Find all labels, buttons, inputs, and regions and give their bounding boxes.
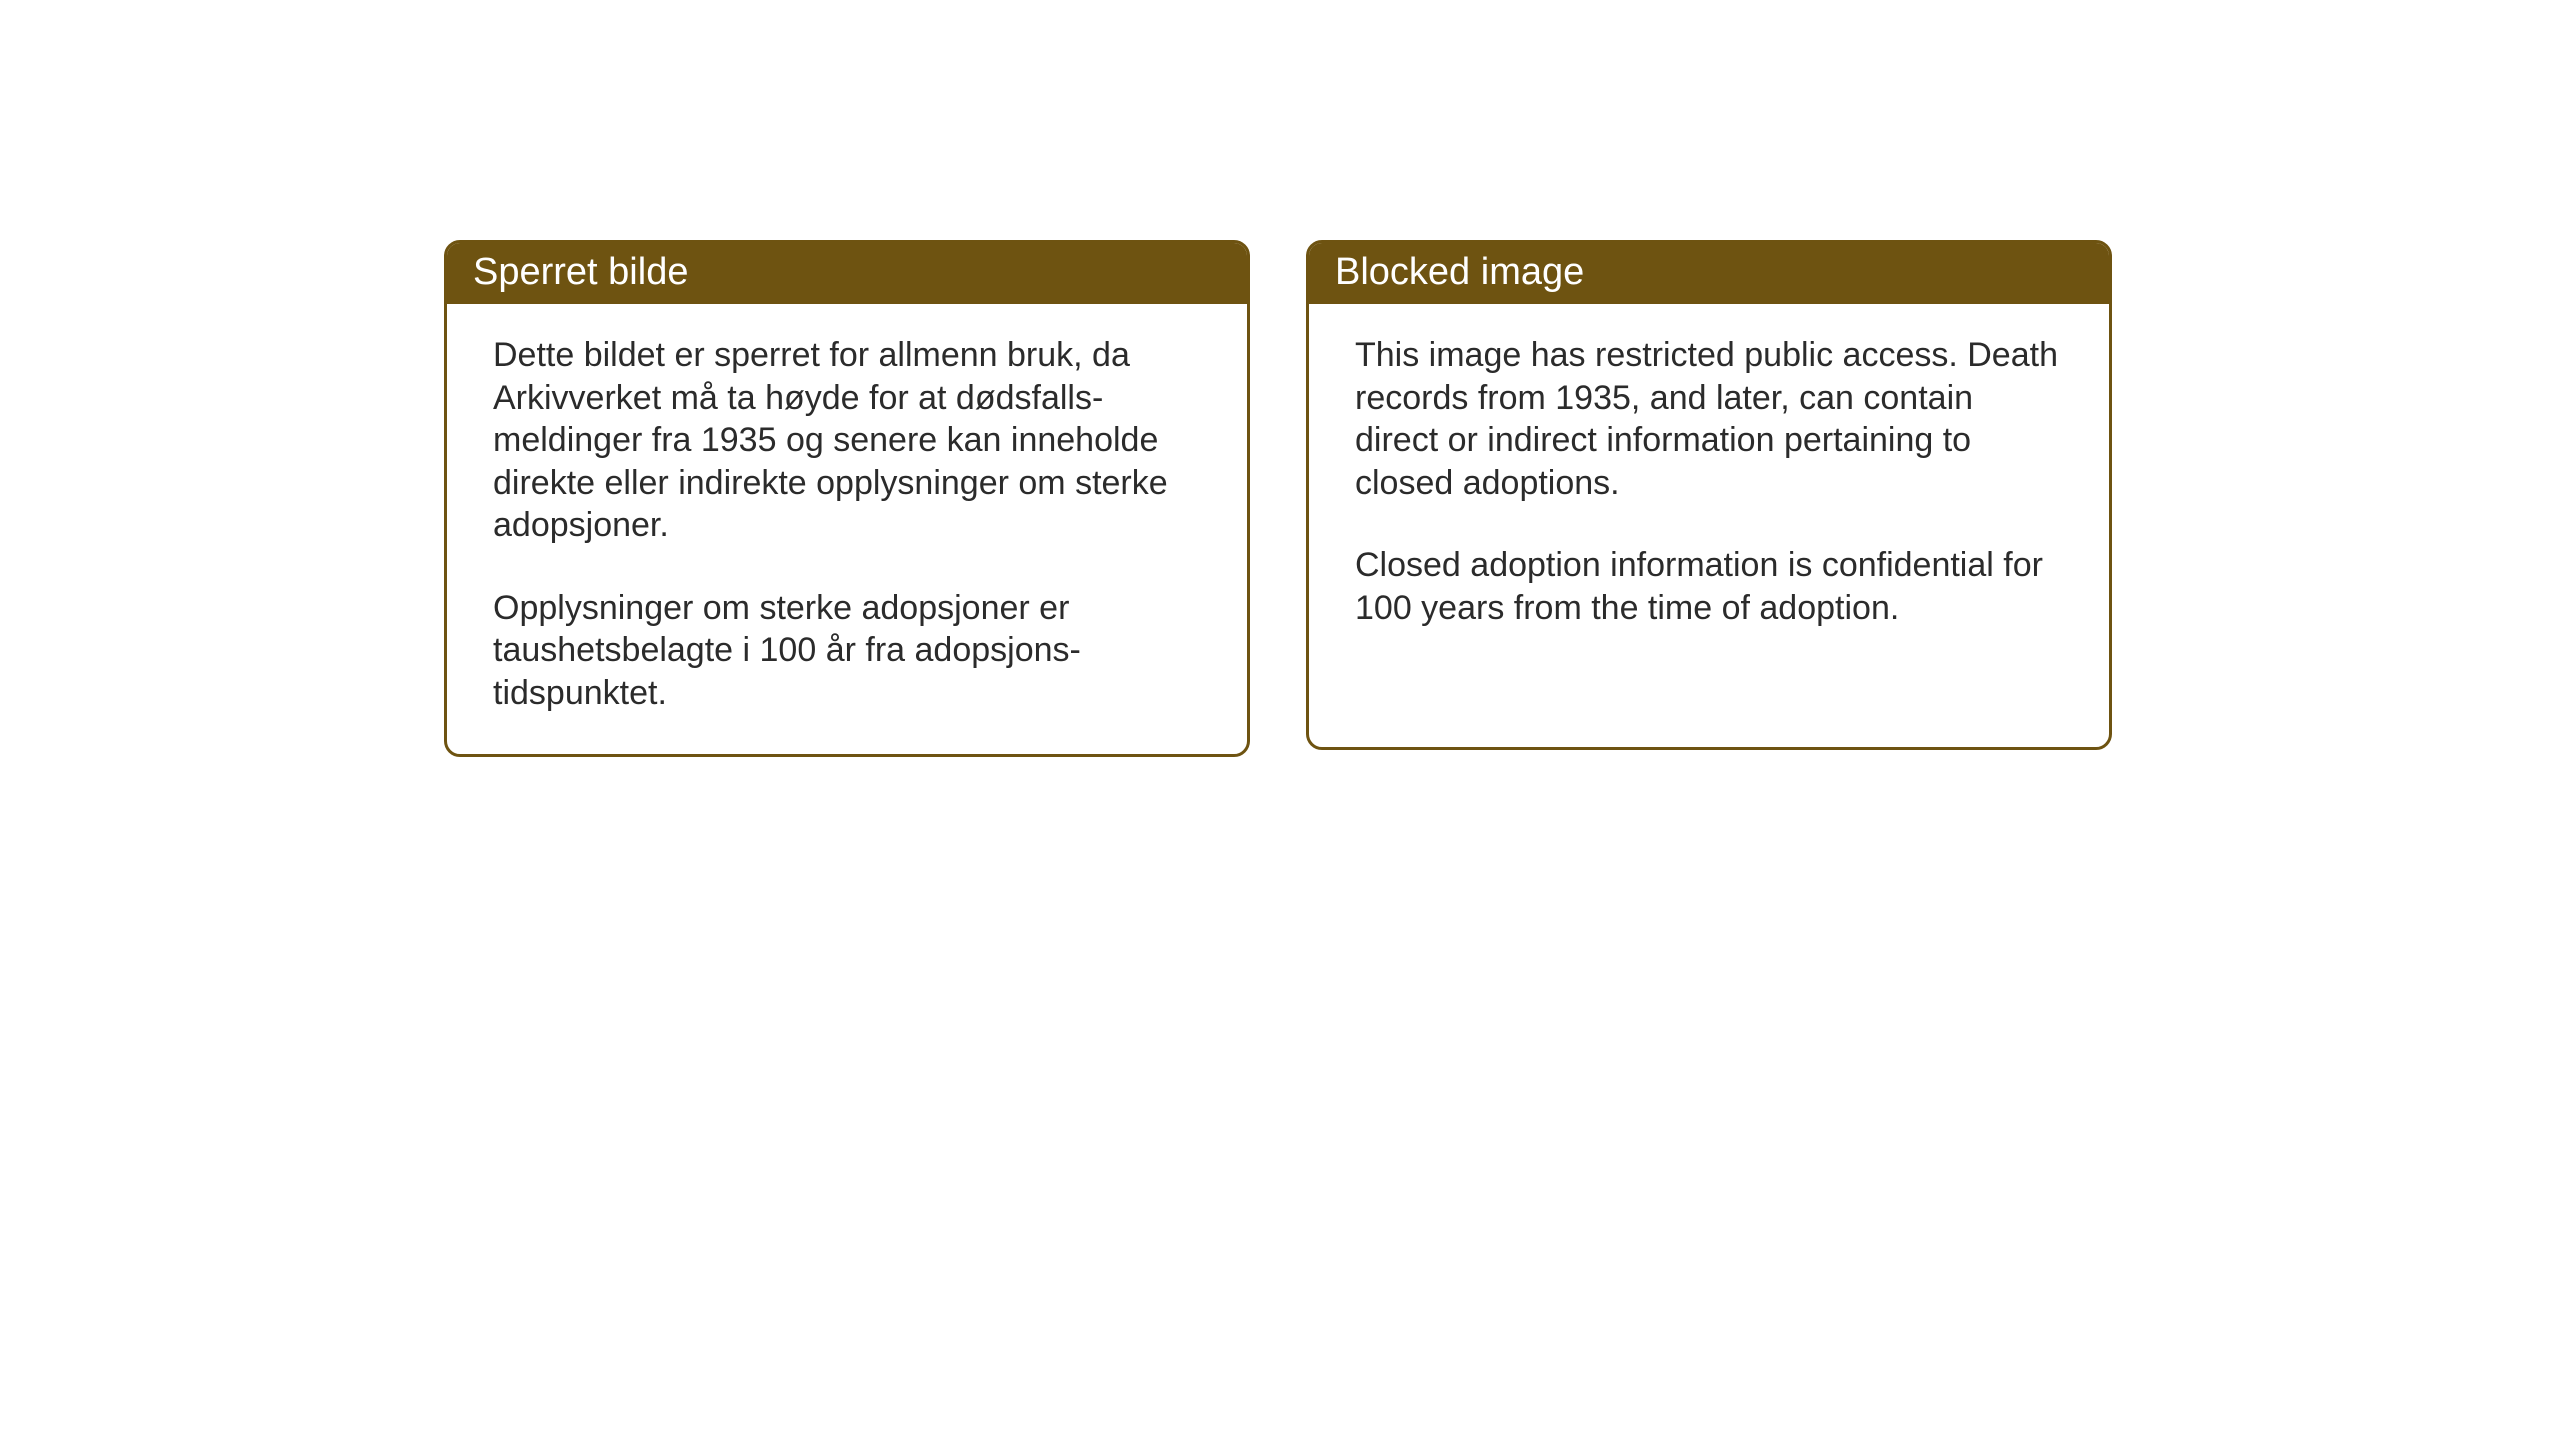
- notice-body-english: This image has restricted public access.…: [1309, 304, 2109, 669]
- notice-paragraph: This image has restricted public access.…: [1355, 334, 2063, 504]
- notice-header-english: Blocked image: [1309, 243, 2109, 304]
- notice-card-english: Blocked image This image has restricted …: [1306, 240, 2112, 750]
- notice-header-norwegian: Sperret bilde: [447, 243, 1247, 304]
- notice-paragraph: Closed adoption information is confident…: [1355, 544, 2063, 629]
- notice-container: Sperret bilde Dette bildet er sperret fo…: [444, 240, 2112, 757]
- notice-paragraph: Dette bildet er sperret for allmenn bruk…: [493, 334, 1201, 547]
- notice-body-norwegian: Dette bildet er sperret for allmenn bruk…: [447, 304, 1247, 754]
- notice-card-norwegian: Sperret bilde Dette bildet er sperret fo…: [444, 240, 1250, 757]
- notice-paragraph: Opplysninger om sterke adopsjoner er tau…: [493, 587, 1201, 715]
